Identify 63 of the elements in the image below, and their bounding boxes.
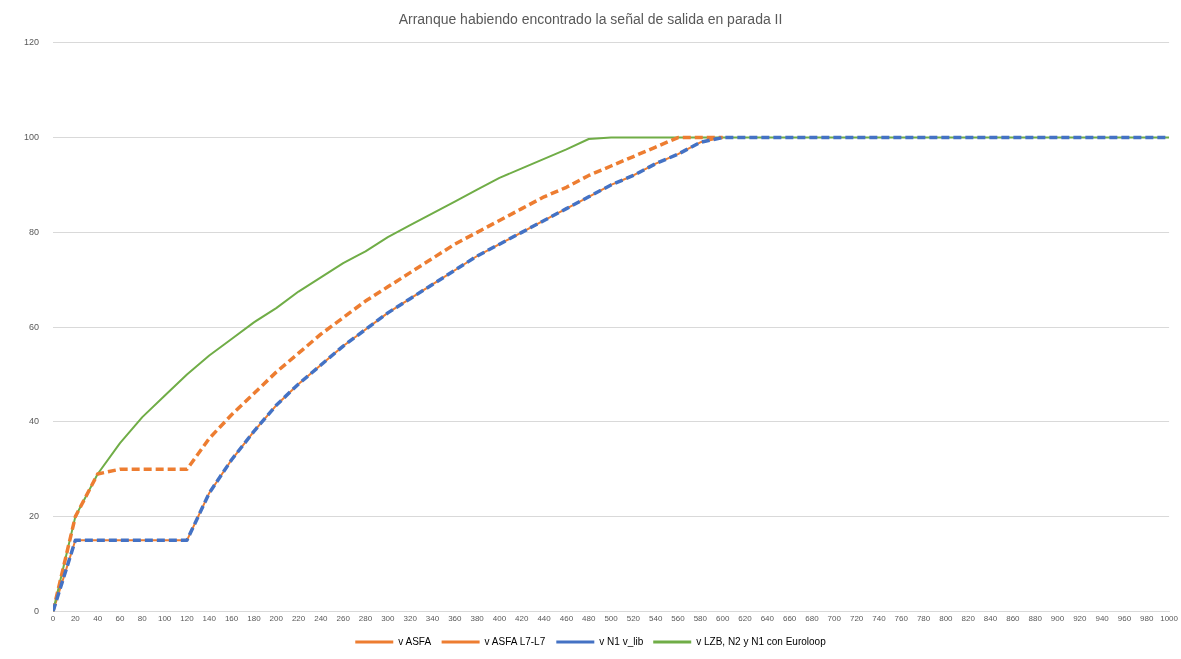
x-tick-label: 940 xyxy=(1095,614,1110,624)
x-tick-label: 780 xyxy=(916,614,931,624)
x-tick-label: 460 xyxy=(559,614,574,624)
x-tick-label: 440 xyxy=(537,614,552,624)
x-tick-label: 220 xyxy=(291,614,306,624)
x-tick-label: 380 xyxy=(470,614,485,624)
x-tick-label: 960 xyxy=(1117,614,1132,624)
x-tick-label: 160 xyxy=(224,614,239,624)
x-tick-label: 480 xyxy=(582,614,596,624)
x-tick-label: 840 xyxy=(983,614,998,624)
x-tick-label: 360 xyxy=(448,614,463,624)
x-tick-label: 120 xyxy=(180,614,195,624)
y-tick-label: 60 xyxy=(29,321,40,332)
y-tick-label: 100 xyxy=(23,132,40,143)
x-tick-label: 920 xyxy=(1073,614,1088,624)
x-tick-label: 620 xyxy=(738,614,753,624)
x-tick-label: 900 xyxy=(1050,614,1065,624)
x-tick-label: 880 xyxy=(1028,614,1043,624)
x-tick-label: 760 xyxy=(894,614,909,624)
x-tick-label: 820 xyxy=(961,614,976,624)
x-tick-label: 40 xyxy=(93,614,103,624)
legend-label: v ASFA xyxy=(398,635,432,647)
x-tick-label: 800 xyxy=(939,614,954,624)
x-tick-label: 1000 xyxy=(1160,614,1179,624)
x-tick-label: 60 xyxy=(115,614,125,624)
x-tick-label: 740 xyxy=(872,614,887,624)
x-tick-label: 180 xyxy=(247,614,262,624)
x-tick-label: 320 xyxy=(403,614,418,624)
x-tick-label: 640 xyxy=(760,614,775,624)
y-tick-label: 20 xyxy=(29,511,40,522)
legend-label: v LZB, N2 y N1 con Euroloop xyxy=(696,635,827,647)
x-tick-label: 140 xyxy=(202,614,217,624)
x-tick-label: 20 xyxy=(70,614,81,624)
x-tick-label: 700 xyxy=(827,614,842,624)
x-tick-label: 660 xyxy=(782,614,797,624)
chart-title: Arranque habiendo encontrado la señal de salida en parada II xyxy=(398,11,783,28)
x-tick-label: 400 xyxy=(492,614,507,624)
x-tick-label: 520 xyxy=(626,614,641,624)
x-tick-label: 540 xyxy=(649,614,663,624)
legend-label: v N1 v_lib xyxy=(599,635,644,647)
x-tick-label: 80 xyxy=(137,614,148,624)
x-tick-label: 680 xyxy=(805,614,820,624)
x-tick-label: 600 xyxy=(715,614,730,624)
x-tick-label: 500 xyxy=(604,614,619,624)
x-tick-label: 340 xyxy=(425,614,440,624)
y-tick-label: 80 xyxy=(29,226,40,237)
y-tick-label: 0 xyxy=(34,605,40,616)
x-tick-label: 240 xyxy=(314,614,329,624)
x-tick-label: 100 xyxy=(157,614,172,624)
y-tick-label: 40 xyxy=(29,416,40,427)
x-tick-label: 860 xyxy=(1006,614,1021,624)
x-tick-label: 720 xyxy=(849,614,864,624)
x-tick-label: 580 xyxy=(693,614,708,624)
x-tick-label: 200 xyxy=(269,614,284,624)
x-tick-label: 280 xyxy=(358,614,373,624)
x-tick-label: 260 xyxy=(336,614,351,624)
legend-label: v ASFA L7-L7 xyxy=(484,635,546,647)
x-tick-label: 300 xyxy=(381,614,396,624)
x-tick-label: 420 xyxy=(515,614,529,624)
x-tick-label: 0 xyxy=(50,614,56,624)
x-tick-label: 560 xyxy=(671,614,686,624)
y-tick-label: 120 xyxy=(23,37,40,48)
x-tick-label: 980 xyxy=(1140,614,1154,624)
